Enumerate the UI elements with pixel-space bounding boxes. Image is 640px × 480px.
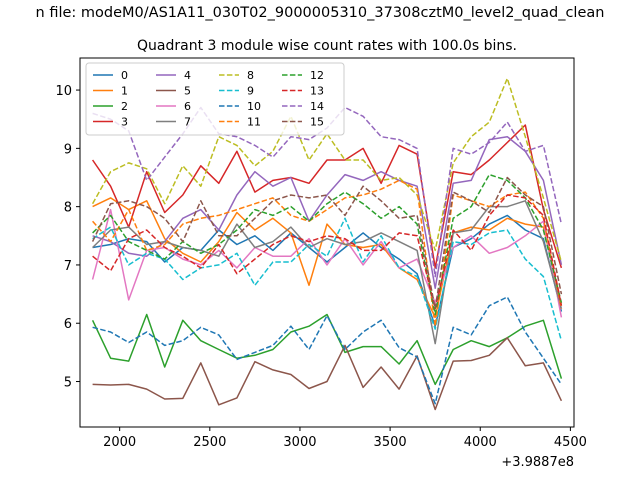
series-line-3 bbox=[91, 124, 563, 269]
series-line-7 bbox=[92, 200, 563, 345]
plot-frame bbox=[79, 57, 575, 428]
legend-label-1: 1 bbox=[121, 85, 128, 98]
legend-label-6: 6 bbox=[184, 100, 191, 113]
legend-label-13: 13 bbox=[310, 85, 324, 98]
y-tick-label: 6 bbox=[64, 317, 72, 332]
series-line-13 bbox=[92, 194, 563, 310]
series-line-11 bbox=[92, 179, 563, 327]
legend-label-7: 7 bbox=[184, 116, 191, 129]
figure-suptitle: n file: modeM0/AS1A11_030T02_9000005310_… bbox=[36, 5, 605, 21]
series-line-5 bbox=[92, 337, 563, 411]
legend-label-0: 0 bbox=[121, 69, 128, 82]
x-axis: 2000 2500 3000 3500 4000 4500 bbox=[103, 427, 587, 450]
series-line-12 bbox=[92, 173, 563, 316]
legend-label-8: 8 bbox=[247, 69, 254, 82]
y-tick-label: 7 bbox=[64, 259, 72, 274]
legend-label-3: 3 bbox=[121, 116, 128, 129]
legend-label-15: 15 bbox=[310, 116, 324, 129]
x-tick-label: 4500 bbox=[554, 435, 587, 450]
series-layer bbox=[91, 77, 563, 411]
x-tick-label: 2000 bbox=[103, 435, 136, 450]
legend-label-10: 10 bbox=[247, 100, 261, 113]
series-line-6 bbox=[91, 208, 563, 318]
x-tick-label: 3500 bbox=[374, 435, 407, 450]
legend-label-9: 9 bbox=[247, 85, 254, 98]
y-tick-label: 5 bbox=[64, 376, 72, 391]
series-line-10 bbox=[92, 296, 563, 405]
legend-label-14: 14 bbox=[310, 100, 324, 113]
series-line-2 bbox=[91, 313, 563, 386]
legend-label-12: 12 bbox=[310, 69, 324, 82]
y-axis: 5 6 7 8 9 10 bbox=[55, 84, 80, 391]
series-line-9 bbox=[92, 217, 563, 341]
x-tick-label: 2500 bbox=[193, 435, 226, 450]
y-tick-label: 9 bbox=[64, 142, 72, 157]
x-offset-label: +3.9887e8 bbox=[501, 455, 574, 470]
chart-title: Quadrant 3 module wise count rates with … bbox=[137, 38, 517, 54]
legend-label-5: 5 bbox=[184, 85, 191, 98]
legend-label-11: 11 bbox=[247, 116, 261, 129]
series-line-15 bbox=[91, 176, 563, 310]
legend-box bbox=[85, 62, 345, 136]
x-tick-label: 3000 bbox=[283, 435, 316, 450]
y-tick-label: 8 bbox=[64, 201, 72, 216]
series-line-4 bbox=[92, 135, 563, 290]
x-tick-label: 4000 bbox=[464, 435, 497, 450]
legend-label-2: 2 bbox=[121, 100, 128, 113]
y-tick-label: 10 bbox=[55, 84, 72, 99]
legend-label-4: 4 bbox=[184, 69, 191, 82]
series-line-8 bbox=[91, 77, 563, 263]
